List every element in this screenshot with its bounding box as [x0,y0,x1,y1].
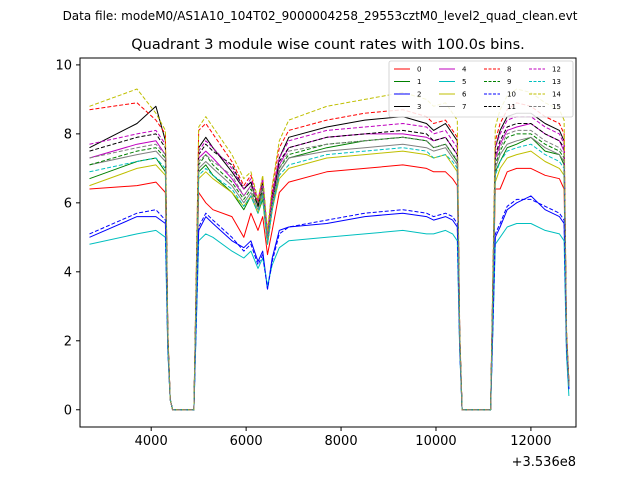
y-tick-label: 10 [55,58,72,73]
x-tick-label: 8000 [325,434,358,449]
x-tick-label: 12000 [510,434,551,449]
plot-frame [79,57,577,428]
series-line-15 [89,129,570,411]
legend-label-7: 7 [462,103,466,111]
legend-label-12: 12 [552,66,561,74]
legend-label-5: 5 [462,78,466,86]
legend-label-13: 13 [552,78,561,86]
legend-label-9: 9 [507,78,511,86]
series-layer [89,88,570,411]
y-tick-label: 0 [64,403,72,418]
legend-label-4: 4 [462,66,467,74]
y-tick-label: 2 [64,334,72,349]
x-tick-label: 6000 [230,434,263,449]
legend-label-1: 1 [417,78,421,86]
file-suptitle: Data file: modeM0/AS1A10_104T02_90000042… [63,9,578,23]
legend-label-10: 10 [507,91,516,99]
chart-title: Quadrant 3 module wise count rates with … [131,37,525,53]
x-tick-label: 10000 [415,434,456,449]
legend-label-6: 6 [462,91,467,99]
legend-label-15: 15 [552,103,561,111]
legend-label-11: 11 [507,103,516,111]
legend-label-0: 0 [417,66,421,74]
legend-label-8: 8 [507,66,511,74]
y-tick-label: 4 [64,265,72,280]
y-tick-label: 6 [64,196,72,211]
y-tick-label: 8 [64,127,72,142]
legend-label-2: 2 [417,91,421,99]
x-tick-label: 4000 [135,434,168,449]
legend-label-14: 14 [552,91,561,99]
legend-box [388,60,574,118]
x-offset-label: +3.536e8 [512,455,576,470]
legend-label-3: 3 [417,103,421,111]
